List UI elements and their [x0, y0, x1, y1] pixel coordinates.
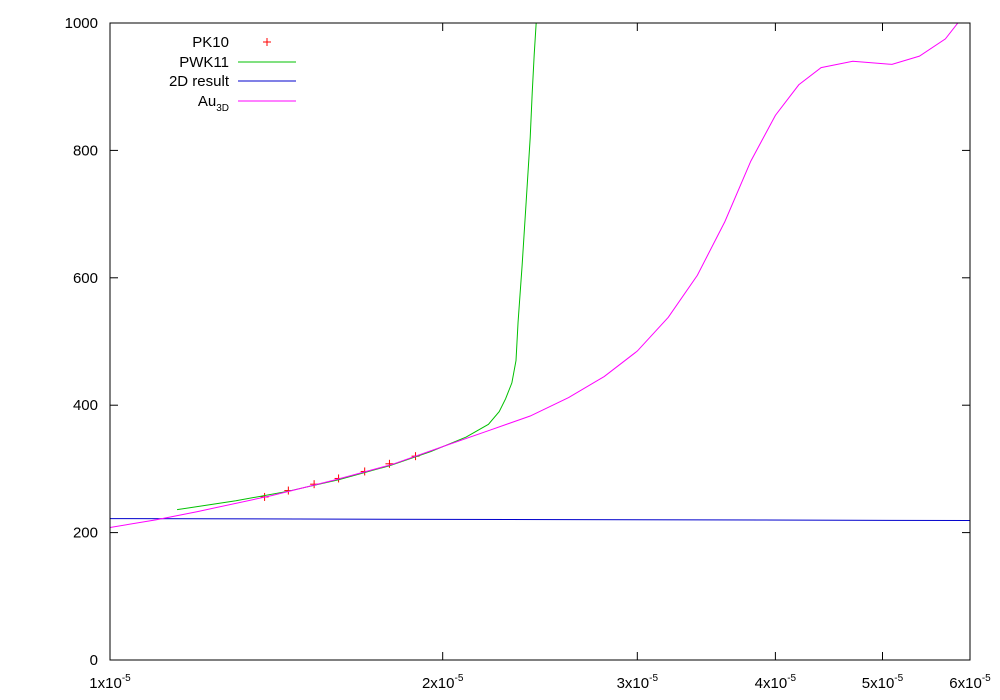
y-tick-label: 0 — [90, 652, 98, 669]
legend-label-2d-result: 2D result — [169, 73, 230, 90]
y-tick-label: 800 — [73, 142, 98, 159]
y-tick-label: 200 — [73, 525, 98, 542]
x-tick-label: 5x10-5 — [862, 673, 904, 692]
legend-swatch-pk10 — [263, 38, 271, 46]
ticks-layer: 0 200 400 600 800 1000 1x10-5 2x10-5 3x10-5 4x10-… — [65, 15, 992, 692]
x-tick-label: 6x10-5 — [949, 673, 991, 692]
legend-label-pwk11: PWK11 — [179, 54, 229, 71]
legend: PK10 PWK11 2D result Au3D — [169, 34, 296, 114]
plot-frame — [109, 22, 971, 661]
x-tick-label: 2x10-5 — [422, 673, 464, 692]
legend-label-pk10: PK10 — [192, 34, 229, 51]
series-line-au3d — [110, 23, 959, 528]
series-line-2d-result — [110, 518, 970, 521]
legend-label-au3d: Au3D — [198, 93, 229, 114]
data-point-pk10 — [385, 459, 394, 468]
x-tick-label: 1x10-5 — [89, 673, 131, 692]
series-layer — [110, 23, 970, 528]
y-tick-label: 600 — [73, 270, 98, 287]
x-tick-label: 3x10-5 — [617, 673, 659, 692]
x-tick-label: 4x10-5 — [755, 673, 797, 692]
y-tick-label: 400 — [73, 397, 98, 414]
y-tick-label: 1000 — [65, 15, 98, 32]
series-line-pwk11 — [177, 23, 537, 511]
